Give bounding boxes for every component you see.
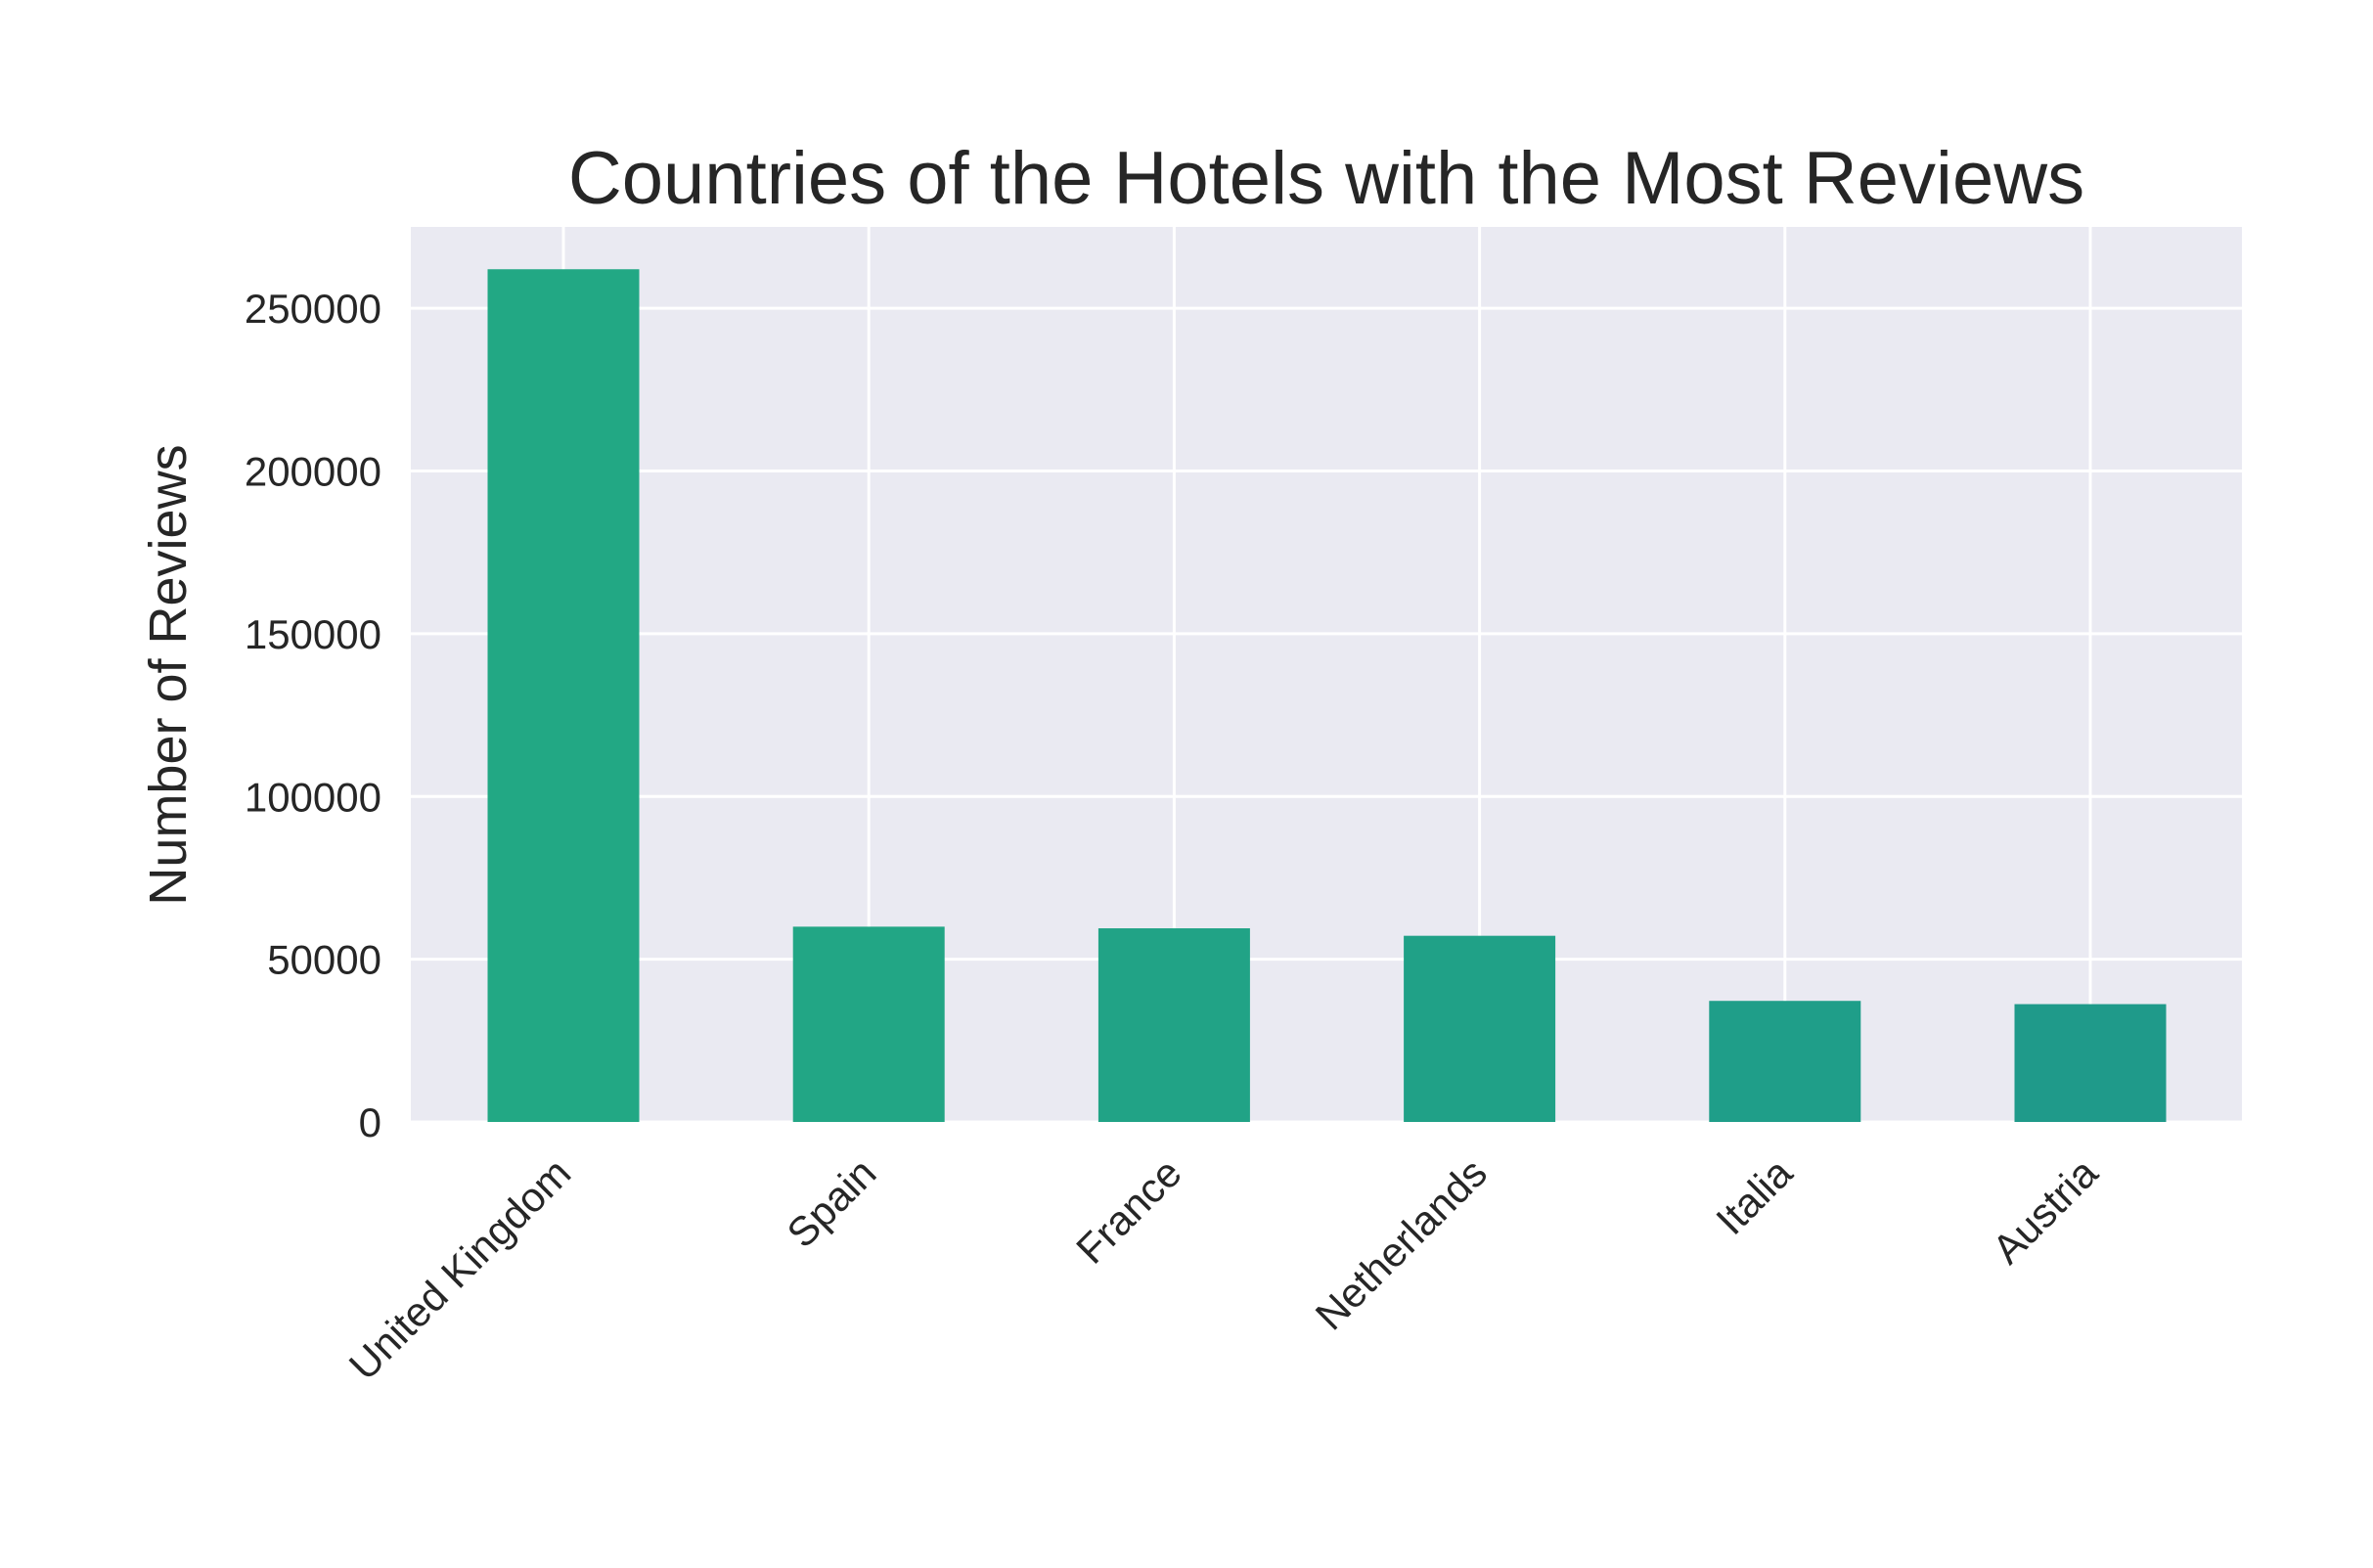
bar-france <box>1097 928 1250 1122</box>
bar-netherlands <box>1404 935 1556 1122</box>
grid-lines <box>411 227 2242 1124</box>
bar-spain <box>792 926 945 1122</box>
y-tick-label: 200000 <box>245 449 381 495</box>
x-tick-label: United Kingdom <box>340 1149 580 1389</box>
x-tick-label: France <box>1067 1149 1190 1273</box>
y-axis-label: Number of Reviews <box>139 444 198 905</box>
bar-united-kingdom <box>487 269 640 1123</box>
x-tick-labels: United Kingdom Spain France Netherlands Ital… <box>340 1149 2107 1389</box>
bar-italia <box>1709 1001 1861 1122</box>
y-tick-label: 100000 <box>245 774 381 820</box>
x-tick-label: Netherlands <box>1307 1149 1496 1338</box>
y-tick-label: 0 <box>359 1099 381 1145</box>
y-tick-label: 50000 <box>267 937 381 983</box>
bar-austria <box>2014 1004 2167 1122</box>
y-tick-label: 250000 <box>245 286 381 332</box>
y-tick-label: 150000 <box>245 611 381 657</box>
plot-area <box>411 227 2242 1122</box>
x-tick-label: Spain <box>778 1149 884 1256</box>
chart-title: Countries of the Hotels with the Most Re… <box>568 137 2084 220</box>
x-tick-label: Austria <box>1984 1149 2107 1273</box>
bars <box>487 269 2167 1123</box>
y-tick-labels: 0 50000 100000 150000 200000 250000 <box>245 286 381 1145</box>
x-tick-label: Italia <box>1707 1149 1801 1243</box>
